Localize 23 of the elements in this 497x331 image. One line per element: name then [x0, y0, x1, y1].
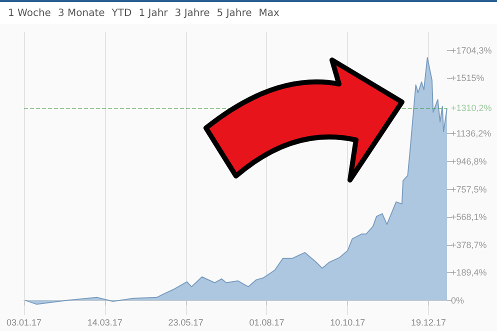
text: 1 Woche [8, 8, 51, 18]
text: YTD [112, 8, 132, 18]
x-tick-label: 14.03.17 [87, 318, 122, 328]
text: 3 Jahre [174, 8, 210, 18]
y-tick-label: +1136,2% [451, 128, 492, 139]
y-tick-label: +757,5% [451, 184, 487, 194]
y-tick-label: +1515% [451, 73, 484, 84]
x-tick-label: 19.12.17 [410, 318, 446, 328]
ref-line-label: +1310,2% [451, 103, 492, 114]
text: 3 Monate [58, 8, 105, 18]
x-tick-label: 10.10.17 [330, 318, 366, 328]
y-tick-label: +189,4% [451, 268, 487, 278]
y-tick-label: +1704,3% [451, 45, 492, 56]
text: 5 Jahre [216, 8, 252, 18]
y-tick-label: +568,1% [451, 212, 487, 222]
text: Max [258, 8, 280, 18]
x-tick-label: 03.01.17 [6, 318, 42, 328]
x-tick-label: 01.08.17 [249, 318, 284, 328]
y-tick-label: 0% [451, 295, 464, 306]
text: 1 Jahr [138, 8, 168, 18]
y-tick-label: +946,8% [451, 156, 487, 167]
x-tick-label: 23.05.17 [168, 318, 204, 328]
y-tick-label: +378,7% [451, 240, 487, 250]
